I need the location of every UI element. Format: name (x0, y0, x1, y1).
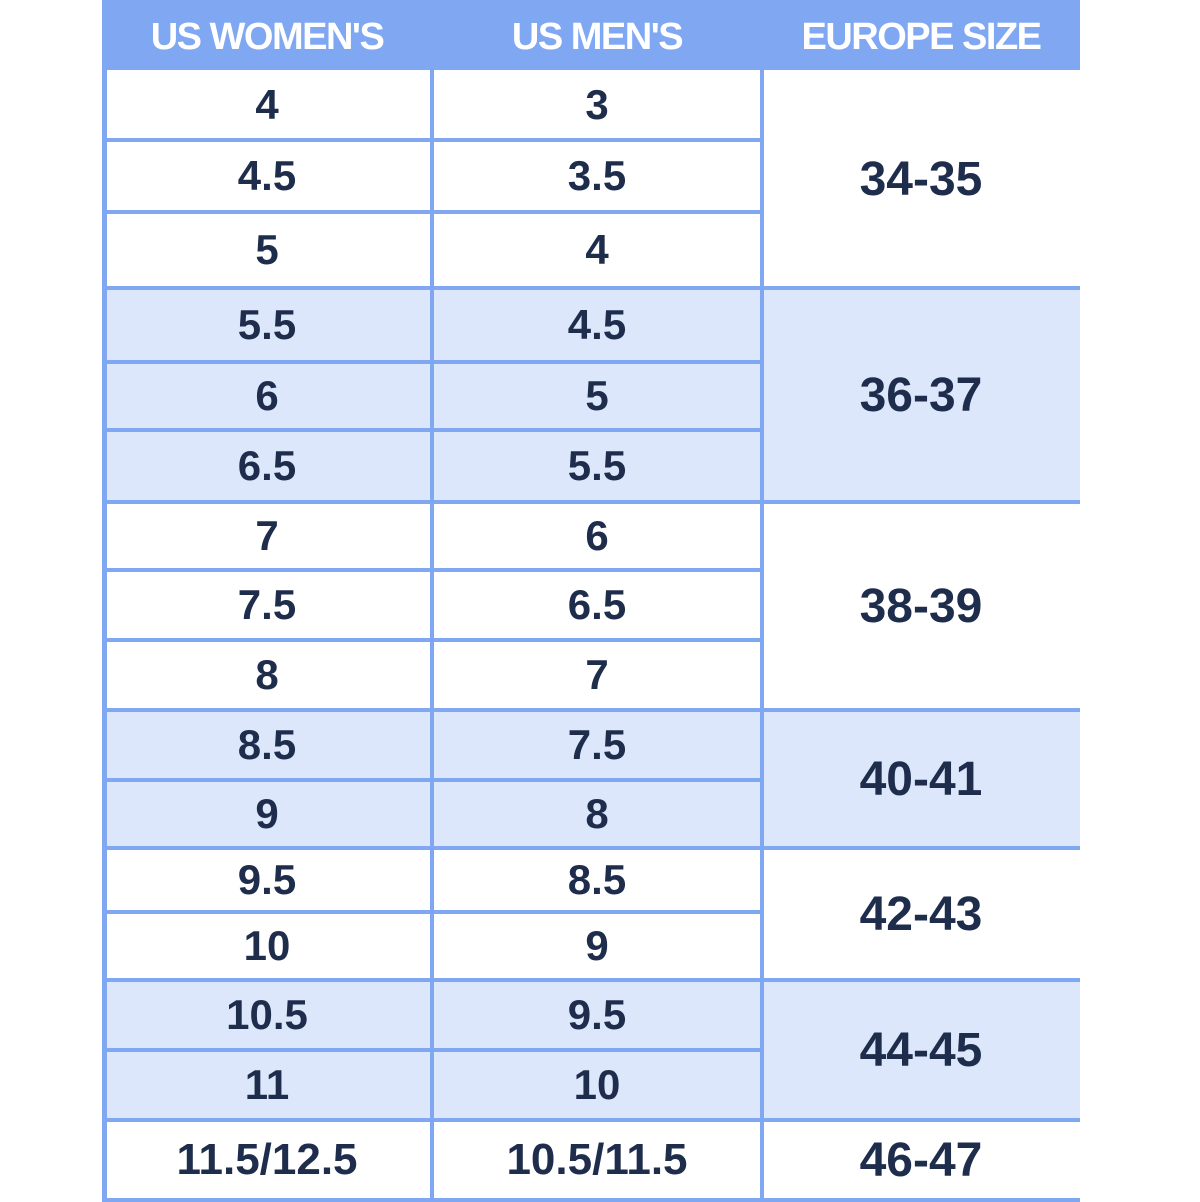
us-womens-size-cell: 7 (102, 502, 432, 570)
us-womens-size-cell: 11.5/12.5 (102, 1120, 432, 1200)
us-womens-size-cell: 4 (102, 70, 432, 140)
group-divider-line (762, 286, 1080, 290)
us-mens-size-cell: 6.5 (432, 570, 762, 640)
us-mens-size-cell: 10.5/11.5 (432, 1120, 762, 1200)
us-womens-size-cell: 6 (102, 362, 432, 430)
us-womens-size-cell: 5.5 (102, 288, 432, 362)
us-mens-size-cell: 3.5 (432, 140, 762, 212)
us-womens-size-cell: 6.5 (102, 430, 432, 502)
group-divider-line (762, 978, 1080, 982)
group-divider-line (762, 500, 1080, 504)
europe-size-cell: 46-47 (762, 1120, 1080, 1200)
us-mens-size-cell: 10 (432, 1050, 762, 1120)
header-row (102, 0, 1080, 70)
us-womens-size-cell: 4.5 (102, 140, 432, 212)
header-us-mens: US MEN'S (511, 15, 684, 58)
us-womens-size-cell: 10 (102, 912, 432, 980)
us-mens-size-cell: 8 (432, 780, 762, 848)
column-divider-line (430, 70, 434, 1200)
us-womens-size-cell: 10.5 (102, 980, 432, 1050)
us-mens-size-cell: 3 (432, 70, 762, 140)
us-mens-size-cell: 6 (432, 502, 762, 570)
us-mens-size-cell: 4.5 (432, 288, 762, 362)
us-mens-size-cell: 9 (432, 912, 762, 980)
group-divider-line (762, 1198, 1080, 1202)
europe-size-cell: 34-35 (762, 70, 1080, 288)
us-womens-size-cell: 9 (102, 780, 432, 848)
europe-size-cell: 40-41 (762, 710, 1080, 848)
us-womens-size-cell: 9.5 (102, 848, 432, 912)
group-divider-line (762, 708, 1080, 712)
group-divider-line (762, 1118, 1080, 1122)
us-womens-size-cell: 7.5 (102, 570, 432, 640)
column-divider-line (760, 70, 764, 1200)
us-womens-size-cell: 5 (102, 212, 432, 288)
us-womens-size-cell: 11 (102, 1050, 432, 1120)
us-mens-size-cell: 9.5 (432, 980, 762, 1050)
header-us-womens: US WOMEN'S (150, 15, 385, 58)
us-mens-size-cell: 7.5 (432, 710, 762, 780)
shoe-size-table: US WOMEN'S US MEN'S EUROPE SIZE 4 3 4.5 3.5 5 4 5… (102, 0, 1080, 1202)
us-mens-size-cell: 8.5 (432, 848, 762, 912)
us-womens-size-cell: 8 (102, 640, 432, 710)
europe-size-cell: 38-39 (762, 502, 1080, 710)
us-mens-size-cell: 7 (432, 640, 762, 710)
column-divider-line (102, 70, 107, 1200)
europe-size-cell: 42-43 (762, 848, 1080, 980)
us-mens-size-cell: 4 (432, 212, 762, 288)
europe-size-cell: 36-37 (762, 288, 1080, 502)
us-womens-size-cell: 8.5 (102, 710, 432, 780)
header-europe-size: EUROPE SIZE (801, 15, 1043, 58)
us-mens-size-cell: 5 (432, 362, 762, 430)
europe-size-cell: 44-45 (762, 980, 1080, 1120)
group-divider-line (762, 846, 1080, 850)
us-mens-size-cell: 5.5 (432, 430, 762, 502)
